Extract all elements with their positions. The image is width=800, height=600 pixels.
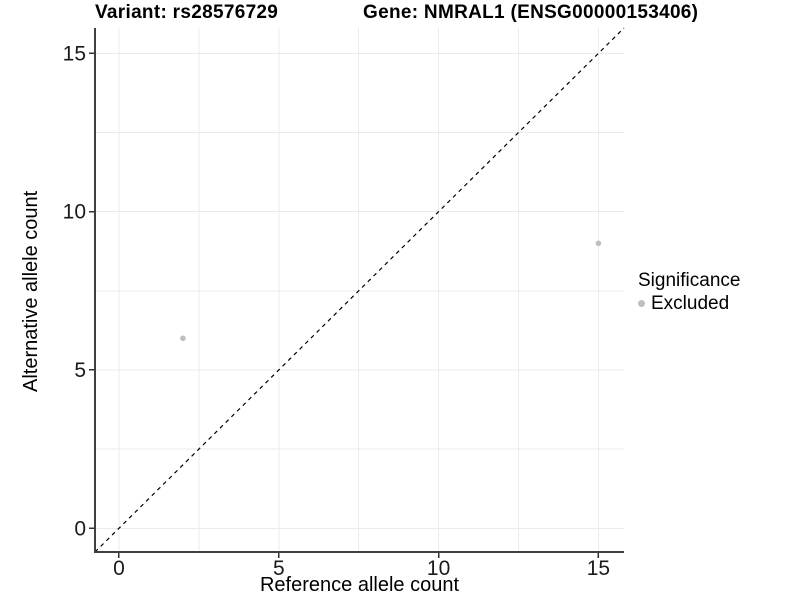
y-tick-label: 0 — [74, 517, 86, 540]
data-point — [180, 335, 186, 342]
x-tick-label: 0 — [113, 557, 125, 580]
plot-title-variant: Variant: rs28576729 — [95, 2, 279, 23]
y-axis-title: Alternative allele count — [20, 190, 42, 392]
x-axis-title: Reference allele count — [259, 574, 459, 596]
y-tick-label: 15 — [63, 42, 86, 65]
x-tick-label: 5 — [273, 557, 285, 580]
y-tick-label: 10 — [63, 201, 86, 224]
x-tick-label: 15 — [587, 557, 610, 580]
legend: Significance Excluded — [638, 270, 740, 314]
identity-line — [94, 27, 625, 553]
legend-item-excluded: Excluded — [638, 293, 740, 314]
y-tick-label: 5 — [74, 359, 86, 382]
data-point — [595, 240, 602, 247]
legend-item-label: Excluded — [651, 293, 730, 314]
excluded-point-icon — [638, 300, 645, 307]
legend-title: Significance — [638, 270, 741, 291]
plot-title-gene: Gene: NMRAL1 (ENSG00000153406) — [363, 2, 699, 23]
x-tick-label: 10 — [427, 557, 450, 580]
